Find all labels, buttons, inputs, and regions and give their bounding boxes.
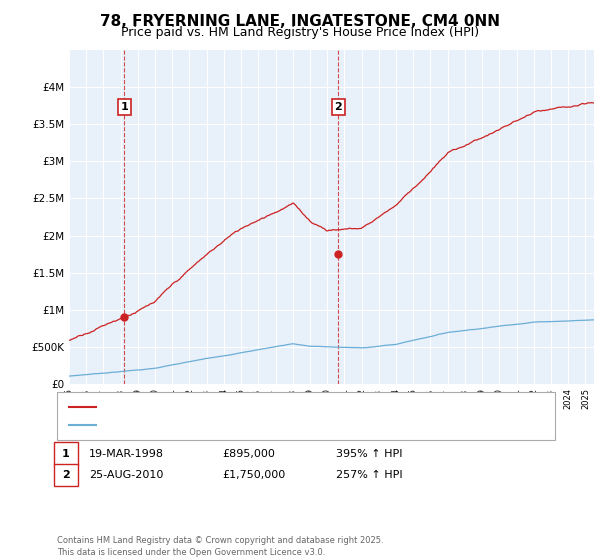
Text: 19-MAR-1998: 19-MAR-1998: [89, 449, 164, 459]
Text: 78, FRYERNING LANE, INGATESTONE, CM4 0NN (detached house): 78, FRYERNING LANE, INGATESTONE, CM4 0NN…: [102, 402, 421, 412]
Text: 2: 2: [335, 102, 342, 112]
Text: 25-AUG-2010: 25-AUG-2010: [89, 470, 163, 480]
Text: 78, FRYERNING LANE, INGATESTONE, CM4 0NN: 78, FRYERNING LANE, INGATESTONE, CM4 0NN: [100, 14, 500, 29]
Text: Contains HM Land Registry data © Crown copyright and database right 2025.
This d: Contains HM Land Registry data © Crown c…: [57, 536, 383, 557]
Text: Price paid vs. HM Land Registry's House Price Index (HPI): Price paid vs. HM Land Registry's House …: [121, 26, 479, 39]
Text: 257% ↑ HPI: 257% ↑ HPI: [336, 470, 403, 480]
Text: HPI: Average price, detached house, Brentwood: HPI: Average price, detached house, Bren…: [102, 420, 335, 430]
Text: 395% ↑ HPI: 395% ↑ HPI: [336, 449, 403, 459]
Text: 1: 1: [121, 102, 128, 112]
Text: £895,000: £895,000: [222, 449, 275, 459]
Text: 2: 2: [62, 470, 70, 480]
Text: 1: 1: [62, 449, 70, 459]
Text: £1,750,000: £1,750,000: [222, 470, 285, 480]
